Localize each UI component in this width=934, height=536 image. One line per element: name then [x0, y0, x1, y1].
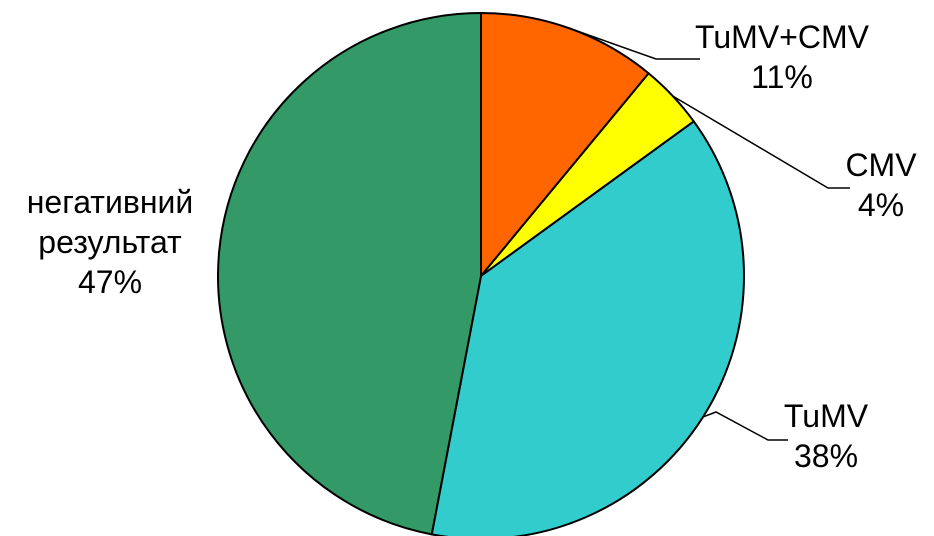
- slice-labels: TuMV+CMV 11% CMV 4% TuMV 38% негативний результ…: [27, 19, 917, 474]
- slice-label-3: TuMV 38%: [784, 398, 869, 474]
- slice-percent-label: 11%: [751, 59, 813, 95]
- slice-category-label: результат: [38, 224, 182, 260]
- leader-lines: [569, 27, 850, 441]
- slice-category-label: TuMV: [784, 398, 869, 434]
- slice-percent-label: 38%: [794, 438, 858, 474]
- pie-slice-4: [217, 11, 482, 536]
- slice-percent-label: 47%: [78, 264, 142, 300]
- slice-label-4: негативний результат 47%: [27, 184, 193, 300]
- slice-label-1: TuMV+CMV 11%: [695, 19, 870, 95]
- slice-category-label: CMV: [845, 147, 917, 183]
- slice-percent-label: 4%: [858, 187, 904, 223]
- leader-line-1: [569, 27, 700, 60]
- slice-label-2: CMV 4%: [845, 147, 917, 223]
- slice-category-label: негативний: [27, 184, 193, 220]
- pie-slice-3: [430, 120, 745, 536]
- pie-slices: [217, 11, 745, 536]
- leader-line-2: [672, 95, 850, 189]
- slice-category-label: TuMV+CMV: [695, 19, 870, 55]
- leader-line-3: [702, 411, 788, 441]
